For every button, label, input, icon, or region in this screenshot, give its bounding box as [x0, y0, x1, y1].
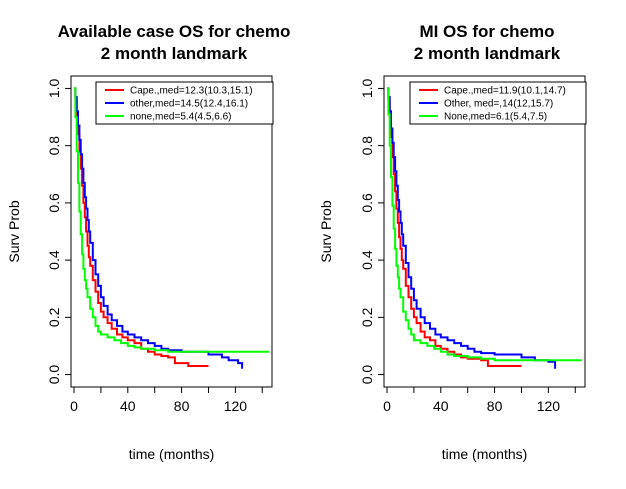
series-line-2	[387, 87, 557, 369]
y-tick-label: 0.0	[359, 365, 375, 385]
series-line-2	[74, 87, 244, 369]
y-tick-label: 1.0	[359, 78, 375, 98]
x-tick-label: 0	[383, 398, 391, 414]
legend-entry-1: Cape.,med=11.9(10.1,14.7)	[444, 86, 566, 97]
y-tick-label: 0.2	[46, 307, 62, 327]
plot-frame	[383, 75, 586, 388]
x-tick-label: 120	[224, 398, 248, 414]
series-line-3	[387, 87, 582, 362]
y-tick-label: 0.6	[359, 193, 375, 213]
y-tick-label: 0.8	[359, 136, 375, 156]
legend-entry-2: other,med=14.5(12.4,16.1)	[130, 99, 248, 110]
series-line-1	[74, 87, 209, 367]
x-tick-label: 80	[487, 398, 503, 414]
x-tick-label: 40	[433, 398, 449, 414]
x-axis-label: time (months)	[129, 446, 215, 462]
legend-entry-3: None,med=6.1(5.4,7.5)	[444, 112, 547, 123]
chart-title-line-2: 2 month landmark	[414, 44, 561, 63]
x-tick-label: 80	[174, 398, 190, 414]
y-tick-label: 0.8	[46, 136, 62, 156]
legend-entry-1: Cape.,med=12.3(10.3,15.1)	[130, 86, 253, 97]
series-line-3	[74, 87, 269, 353]
x-axis-label: time (months)	[442, 446, 528, 462]
chart-panel-1: Available case OS for chemo 2 month landm…	[6, 22, 290, 462]
plot-frame	[70, 75, 273, 388]
legend-box	[409, 81, 587, 125]
y-axis-label: Surv Prob	[318, 200, 334, 262]
y-tick-label: 0.0	[46, 365, 62, 385]
legend-entry-2: Other, med=,14(12,15.7)	[444, 99, 553, 110]
y-tick-label: 1.0	[46, 78, 62, 98]
y-tick-label: 0.2	[359, 307, 375, 327]
legend-entry-3: none,med=5.4(4.5,6.6)	[130, 112, 231, 123]
chart-title-line-2: 2 month landmark	[101, 44, 248, 63]
y-axis-label: Surv Prob	[6, 200, 22, 262]
x-tick-label: 0	[70, 398, 78, 414]
y-tick-label: 0.4	[46, 250, 62, 270]
chart-panel-2: MI OS for chemo 2 month landmark 0 40 80 120 0…	[318, 22, 587, 462]
series-line-1	[387, 87, 522, 367]
legend-box	[95, 81, 274, 125]
chart-title-line-1: MI OS for chemo	[419, 22, 554, 41]
x-tick-label: 40	[120, 398, 136, 414]
y-tick-label: 0.6	[46, 193, 62, 213]
chart-title-line-1: Available case OS for chemo	[58, 22, 291, 41]
x-tick-label: 120	[537, 398, 561, 414]
y-tick-label: 0.4	[359, 250, 375, 270]
